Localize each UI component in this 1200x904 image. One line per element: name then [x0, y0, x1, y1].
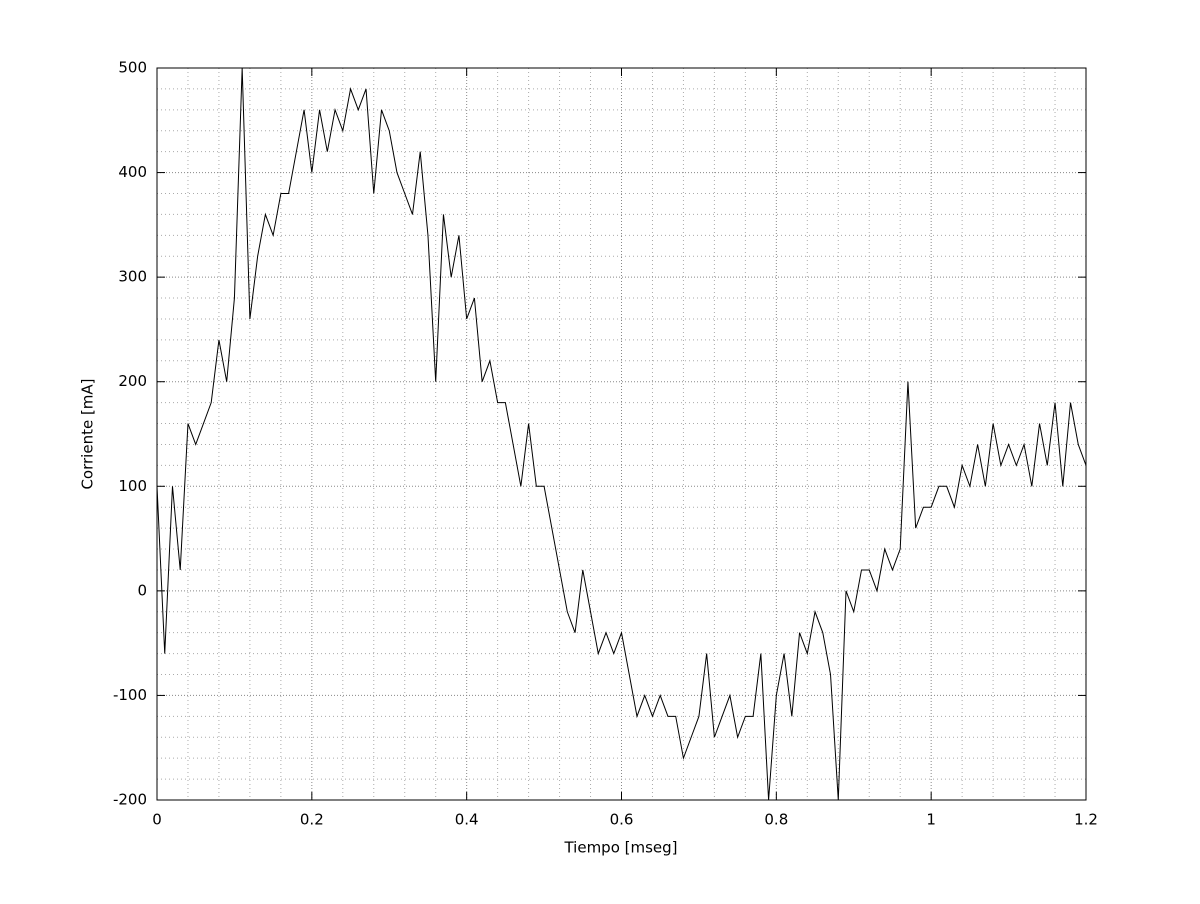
x-tick-label: 0.4 — [455, 811, 479, 829]
x-tick-label: 1.2 — [1074, 811, 1098, 829]
y-tick-label: 400 — [118, 163, 147, 181]
y-tick-label: 300 — [118, 268, 147, 286]
y-tick-label: -200 — [113, 791, 147, 809]
x-tick-label: 0 — [152, 811, 162, 829]
y-tick-label: 0 — [137, 581, 147, 599]
y-tick-label: 100 — [118, 477, 147, 495]
y-tick-label: 500 — [118, 59, 147, 77]
y-tick-label: 200 — [118, 372, 147, 390]
x-axis-label: Tiempo [mseg] — [563, 839, 677, 857]
y-axis-label: Corriente [mA] — [79, 378, 97, 489]
x-tick-label: 0.6 — [610, 811, 634, 829]
x-tick-label: 0.8 — [764, 811, 788, 829]
x-tick-label: 0.2 — [300, 811, 324, 829]
plot-border — [156, 67, 1087, 801]
data-line — [156, 67, 1087, 801]
x-tick-label: 1 — [926, 811, 936, 829]
y-tick-label: -100 — [113, 686, 147, 704]
